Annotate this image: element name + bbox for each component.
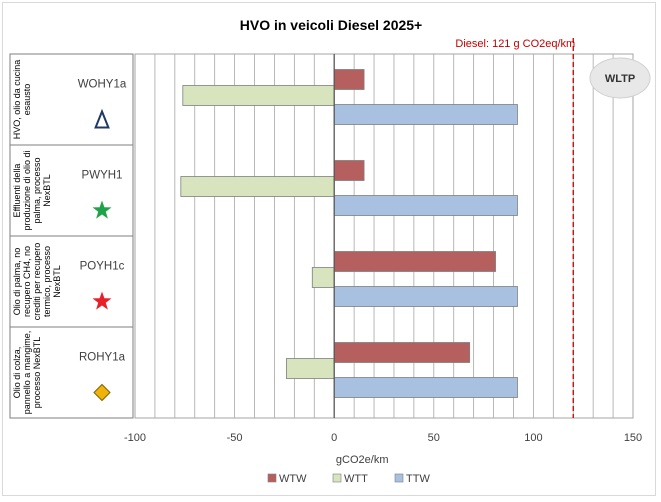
bar-wtw bbox=[333, 251, 496, 272]
bar-wtt bbox=[285, 358, 335, 379]
bar-wtt bbox=[180, 176, 335, 197]
category-description: Olio di colza,pannello a mangime,process… bbox=[12, 331, 42, 415]
plot-area bbox=[134, 53, 634, 419]
star-marker bbox=[92, 291, 112, 310]
bar-ttw bbox=[333, 104, 518, 125]
chart-title: HVO in veicoli Diesel 2025+ bbox=[240, 17, 423, 33]
star-marker bbox=[92, 200, 112, 219]
category-description: Olio di palma, norecupero CH4, nocrediti… bbox=[12, 243, 62, 321]
x-tick-label: 50 bbox=[428, 432, 440, 444]
category-description-line: esausto bbox=[22, 84, 32, 116]
category-description-line: NexBTL bbox=[42, 174, 52, 207]
x-tick-label: 0 bbox=[331, 432, 337, 444]
x-axis-label: gCO2e/km bbox=[336, 454, 389, 466]
bar-wtw bbox=[333, 69, 365, 90]
category-code: ROHY1a bbox=[79, 352, 126, 364]
diamond-marker bbox=[93, 383, 111, 402]
bar-ttw bbox=[333, 377, 518, 398]
category-description: HVO, olio da cucinaesausto bbox=[12, 60, 32, 140]
legend-swatch-wtt bbox=[332, 473, 342, 483]
legend-swatch-ttw bbox=[394, 473, 404, 483]
category-description-line: Effluenti della bbox=[12, 164, 22, 218]
category-description-line: palma, processo bbox=[32, 157, 42, 223]
category-description: Effluenti dellaproduzione di olio dipalm… bbox=[12, 150, 52, 230]
category-description-line: NexBTL bbox=[52, 265, 62, 298]
x-tick-label: 100 bbox=[524, 432, 542, 444]
category-description-line: produzione di olio di bbox=[22, 150, 32, 230]
category-description-line: Olio di palma, no bbox=[12, 248, 22, 316]
legend-label-wtt: WTT bbox=[344, 473, 368, 485]
bar-ttw bbox=[333, 195, 518, 216]
legend-label-ttw: TTW bbox=[406, 473, 430, 485]
annotation-text: WLTP bbox=[605, 73, 635, 85]
category-description-line: processo NexBTL bbox=[32, 337, 42, 409]
x-tick-label: -100 bbox=[124, 432, 146, 444]
x-tick-label: -50 bbox=[227, 432, 243, 444]
chart-frame bbox=[2, 2, 656, 496]
annotation-ellipse bbox=[589, 57, 651, 99]
bar-wtt bbox=[182, 85, 335, 106]
bar-wtw bbox=[333, 342, 471, 363]
category-description-line: pannello a mangime, bbox=[22, 331, 32, 415]
category-description-line: Olio di colza, bbox=[12, 347, 22, 399]
category-code: POYH1c bbox=[80, 261, 125, 273]
category-description-line: crediti per recupero bbox=[32, 243, 42, 321]
bar-ttw bbox=[333, 286, 518, 307]
reference-label: Diesel: 121 g CO2eq/km bbox=[455, 38, 575, 50]
category-code: WOHY1a bbox=[78, 79, 127, 91]
triangle-marker bbox=[94, 108, 110, 129]
legend-swatch-wtw bbox=[267, 473, 277, 483]
category-description-line: termico, processo bbox=[42, 246, 52, 317]
category-description-line: recupero CH4, no bbox=[22, 246, 32, 317]
bar-wtw bbox=[333, 160, 365, 181]
legend-label-wtw: WTW bbox=[279, 473, 307, 485]
bar-wtt bbox=[311, 267, 335, 288]
category-code: PWYH1 bbox=[82, 170, 123, 182]
category-description-line: HVO, olio da cucina bbox=[12, 60, 22, 140]
x-tick-label: 150 bbox=[624, 432, 642, 444]
